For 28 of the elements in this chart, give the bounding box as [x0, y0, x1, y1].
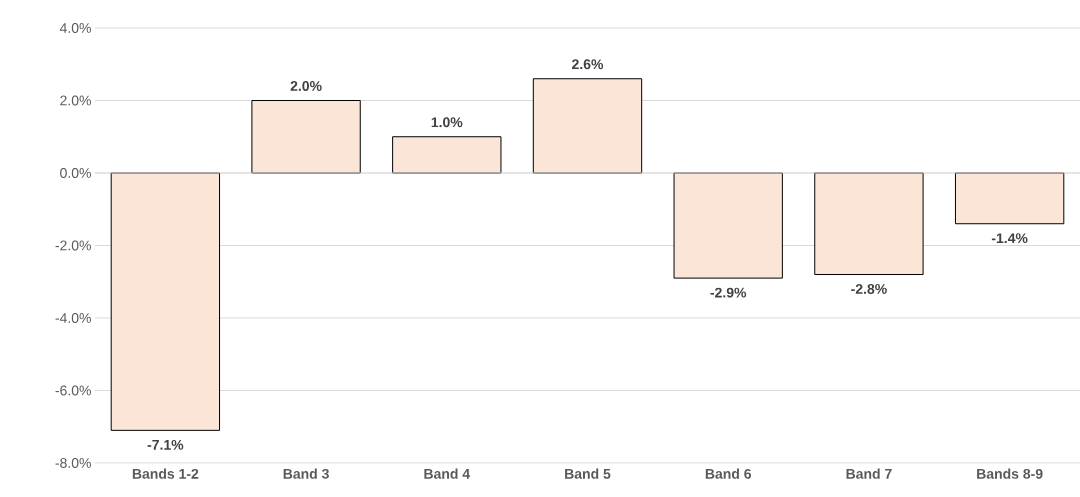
data-label: 2.6%: [572, 59, 604, 70]
data-label: 1.0%: [431, 117, 463, 128]
data-label: -2.8%: [851, 284, 887, 294]
data-label: -7.1%: [147, 439, 184, 450]
x-tick-label: Band 7: [846, 468, 892, 479]
bar: [532, 78, 643, 174]
bar: [392, 136, 502, 174]
x-tick-label: Band 6: [705, 468, 752, 479]
y-tick-label: -4.0%: [55, 313, 91, 323]
y-tick-label: -2.0%: [55, 240, 91, 251]
x-tick-label: Bands 8-9: [977, 468, 1043, 479]
y-tick-label: 0.0%: [60, 168, 91, 178]
y-tick-label: -6.0%: [55, 385, 91, 396]
y-tick-label: -8.0%: [55, 458, 91, 468]
y-tick-label: 4.0%: [59, 23, 91, 33]
bar: [954, 172, 1065, 225]
x-tick-label: Band 5: [565, 468, 611, 479]
x-tick-label: Band 4: [424, 468, 471, 479]
data-label: -1.4%: [991, 233, 1028, 244]
bar: [673, 172, 783, 279]
data-label: 2.0%: [290, 81, 322, 91]
data-label: -2.9%: [710, 287, 747, 298]
x-tick-label: Band 3: [283, 468, 329, 479]
y-tick-label: 2.0%: [60, 95, 91, 106]
bar: [251, 99, 361, 174]
x-tick-label: Bands 1-2: [132, 468, 199, 479]
bar: [814, 172, 924, 275]
bar: [110, 172, 221, 431]
